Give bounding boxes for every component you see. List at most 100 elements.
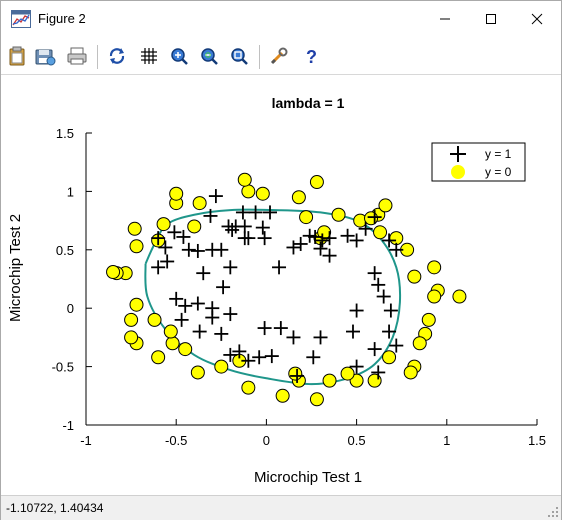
positive-point — [293, 236, 308, 251]
positive-point — [151, 231, 166, 246]
legend-marker-circle — [451, 165, 465, 179]
cursor-coordinates: -1.10722, 1.40434 — [6, 501, 104, 515]
positive-point — [263, 205, 278, 220]
figure-toolbar: ? — [1, 39, 561, 75]
maximize-icon — [486, 14, 496, 24]
negative-point — [367, 373, 382, 388]
rotate-button[interactable] — [105, 44, 129, 68]
positive-point — [290, 368, 305, 383]
negative-point — [151, 350, 166, 365]
positive-point — [322, 231, 337, 246]
positive-point — [203, 208, 218, 223]
minimize-button[interactable] — [422, 1, 468, 37]
positive-point — [181, 242, 196, 257]
negative-point — [331, 207, 346, 222]
negative-point — [165, 336, 180, 351]
zoom-out-icon — [201, 48, 218, 65]
x-tick-label: 1.5 — [528, 433, 546, 448]
positive-point — [190, 243, 205, 258]
scatter-chart[interactable]: lambda = 1 -1 -0.5 0 0.5 1 1.5-1-0.500.511.5 … — [1, 76, 561, 494]
positive-point — [273, 321, 288, 336]
positive-point — [257, 231, 272, 246]
positive-point — [286, 330, 301, 345]
positive-point — [389, 242, 404, 257]
close-button[interactable] — [514, 1, 560, 37]
legend-marker-plus — [450, 146, 466, 162]
x-tick-label: -0.5 — [165, 433, 187, 448]
positive-point — [158, 240, 173, 255]
negative-point — [129, 297, 144, 312]
positive-point — [383, 303, 398, 318]
negative-point — [255, 186, 270, 201]
legend-label: y = 1 — [485, 147, 512, 161]
positive-point — [313, 241, 328, 256]
positive-point — [216, 280, 231, 295]
negative-point — [288, 366, 303, 381]
save-icon — [35, 49, 56, 66]
negative-point — [169, 186, 184, 201]
resize-grip-icon[interactable] — [547, 506, 559, 518]
chart-title: lambda = 1 — [272, 95, 345, 111]
positive-point — [160, 254, 175, 269]
positive-point — [196, 266, 211, 281]
maximize-button[interactable] — [468, 1, 514, 37]
print-button[interactable] — [65, 44, 89, 68]
positive-point — [358, 221, 373, 236]
negative-point — [407, 269, 422, 284]
positive-point — [255, 220, 270, 235]
title-bar[interactable]: Figure 2 — [1, 1, 561, 39]
figure-app-icon — [11, 10, 31, 28]
positive-point — [345, 324, 360, 339]
help-icon: ? — [306, 47, 317, 66]
help-button[interactable]: ? — [299, 44, 323, 68]
positive-point — [178, 298, 193, 313]
legend: y = 1 y = 0 — [431, 142, 526, 182]
negative-point — [178, 342, 193, 357]
positive-point — [252, 350, 267, 365]
negative-point — [403, 365, 418, 380]
minimize-icon — [440, 18, 450, 20]
positive-point — [167, 225, 182, 240]
positive-point — [340, 228, 355, 243]
positive-point — [174, 312, 189, 327]
grid-icon — [141, 48, 157, 64]
negative-point — [389, 231, 404, 246]
zoom-in-button[interactable] — [167, 44, 191, 68]
negative-point — [214, 359, 229, 374]
positive-point — [223, 260, 238, 275]
zoom-out-button[interactable] — [197, 44, 221, 68]
positive-point — [237, 231, 252, 246]
legend-label: y = 0 — [485, 165, 512, 179]
svg-text:?: ? — [306, 47, 317, 66]
negative-point — [192, 196, 207, 211]
y-tick-label: 0.5 — [56, 243, 74, 258]
clipboard-button[interactable] — [5, 44, 29, 68]
positive-point — [371, 365, 386, 380]
positive-point — [190, 296, 205, 311]
tools-button[interactable] — [267, 44, 291, 68]
positive-point — [349, 303, 364, 318]
positive-point — [308, 229, 323, 244]
tools-icon — [270, 47, 288, 65]
grid-button[interactable] — [137, 44, 161, 68]
status-bar: -1.10722, 1.40434 — [1, 495, 561, 520]
zoom-reset-button[interactable] — [227, 44, 251, 68]
positive-point — [264, 349, 279, 364]
close-icon — [531, 13, 543, 25]
negative-point — [156, 217, 171, 232]
negative-point — [127, 221, 142, 236]
toolbar-separator — [97, 45, 98, 69]
positive-point — [169, 291, 184, 306]
positive-point — [371, 277, 386, 292]
window-title: Figure 2 — [38, 11, 86, 26]
positive-point — [192, 324, 207, 339]
save-button[interactable] — [33, 44, 57, 68]
toolbar-separator — [259, 45, 260, 69]
negative-point — [299, 210, 314, 225]
negative-point — [421, 312, 436, 327]
positive-point — [241, 353, 256, 368]
negative-point — [241, 380, 256, 395]
positive-point — [315, 233, 330, 248]
negative-point — [322, 373, 337, 388]
plot-area[interactable]: lambda = 1 -1 -0.5 0 0.5 1 1.5 -1 -0.5 0 0.5 1 1.5 … — [1, 76, 561, 494]
